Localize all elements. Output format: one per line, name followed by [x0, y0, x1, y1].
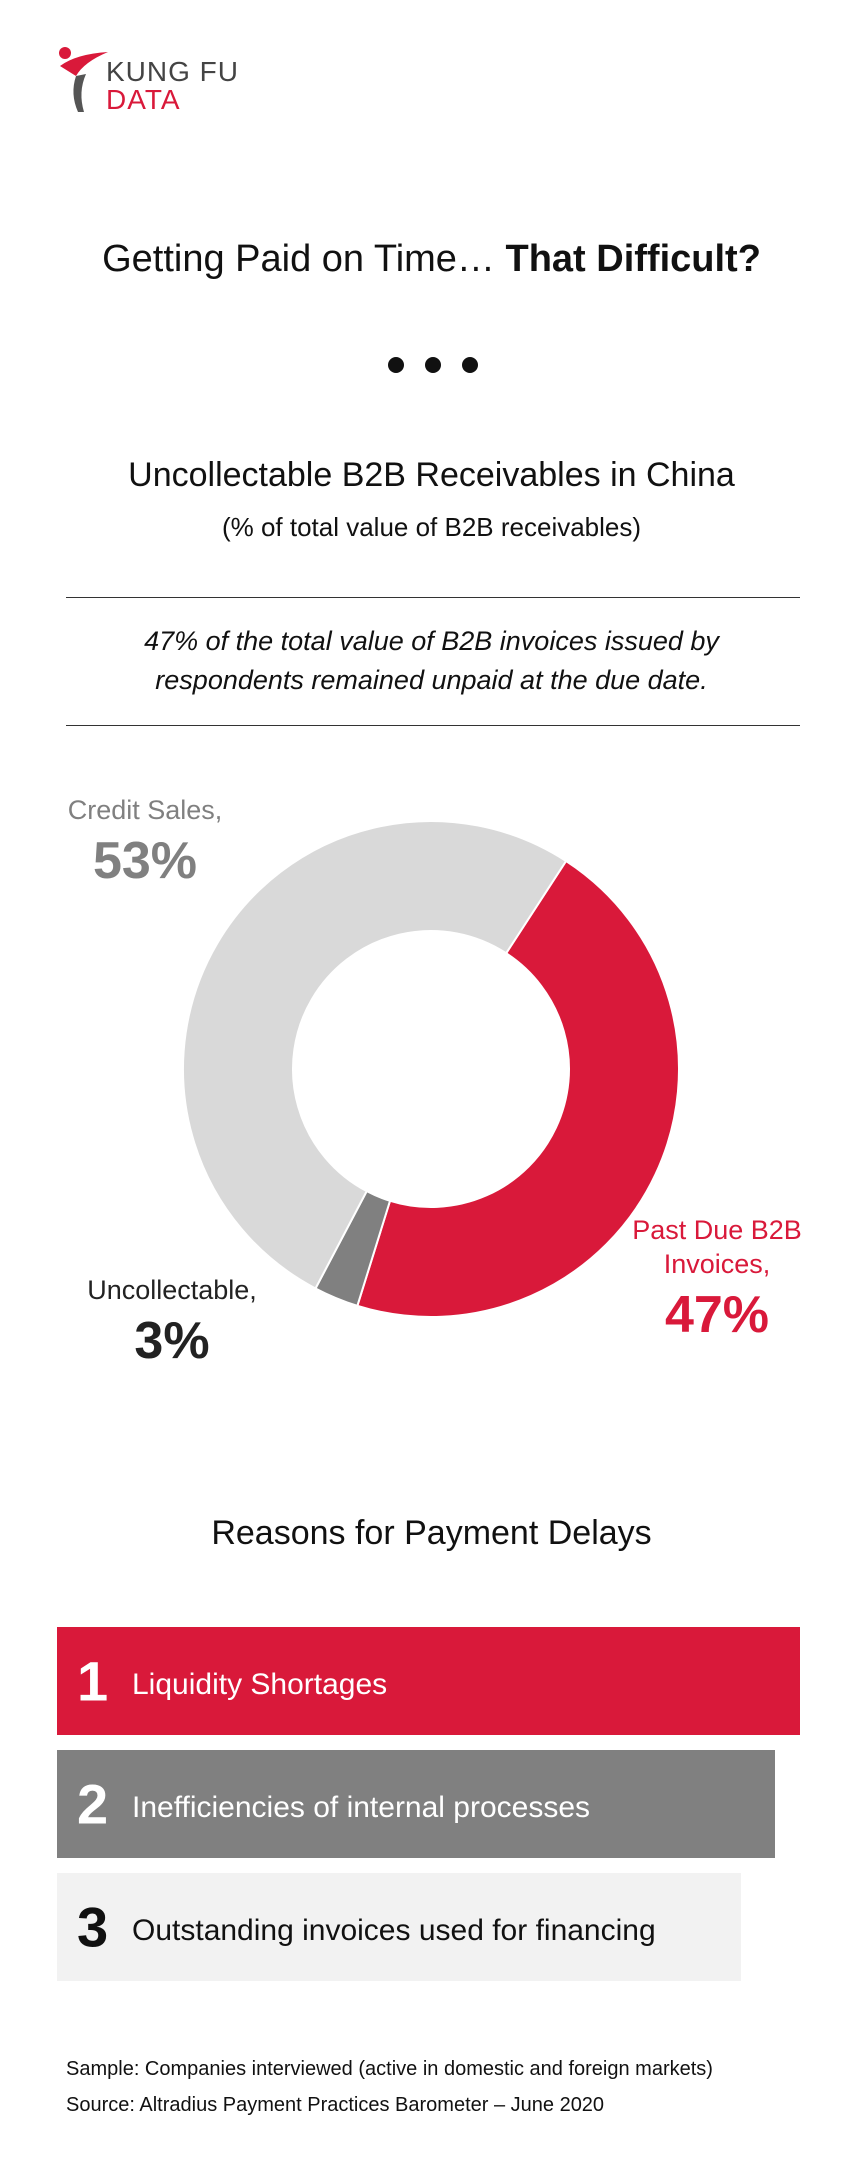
annotation: 47% of the total value of B2B invoices i… [144, 626, 719, 695]
footnote-sample: Sample: Companies interviewed (active in… [66, 2058, 713, 2080]
reason-text: Liquidity Shortages [132, 1668, 388, 1702]
slice-label: Credit Sales, 53% [45, 794, 245, 895]
divider [66, 597, 800, 598]
slice-value: 47% [664, 1285, 770, 1344]
main-title: Getting Paid on Time… That Difficult? [0, 238, 863, 281]
reason-text: Outstanding invoices used for financing [132, 1914, 656, 1948]
slice-name: Credit Sales, [67, 795, 223, 825]
donut-slice [182, 819, 568, 1290]
reason-rank: 3 [77, 1895, 109, 1959]
reasons-title: Reasons for Payment Delays [211, 1514, 652, 1552]
reason-rank: 1 [77, 1649, 109, 1713]
slice-name: Uncollectable, [87, 1275, 257, 1305]
reason-text: Inefficiencies of internal processes [132, 1791, 591, 1825]
dots [388, 357, 478, 373]
slice-label: Uncollectable, 3% [62, 1274, 282, 1375]
divider [66, 725, 800, 726]
reason-bar: 2 Inefficiencies of internal processes [57, 1750, 775, 1858]
logo-icon [59, 47, 108, 112]
donut-slice [356, 859, 680, 1318]
chart-subtitle: (% of total value of B2B receivables) [221, 512, 642, 542]
footnote-source: Source: Altradius Payment Practices Baro… [66, 2094, 605, 2116]
reason-bar: 3 Outstanding invoices used for financing [57, 1873, 741, 1981]
logo-bottom: DATA [106, 84, 181, 115]
title-bold: That Difficult? [505, 238, 761, 280]
slice-name: Past Due B2B Invoices, [632, 1215, 802, 1279]
slice-label: Past Due B2B Invoices, 47% [617, 1214, 817, 1349]
logo-top: KUNG FU [106, 56, 239, 87]
reason-bar: 1 Liquidity Shortages [57, 1627, 800, 1735]
slice-value: 3% [134, 1311, 210, 1370]
donut-chart [182, 819, 680, 1318]
title-regular: Getting Paid on Time… [102, 238, 495, 280]
reason-rank: 2 [77, 1772, 109, 1836]
slice-value: 53% [92, 831, 198, 890]
chart-title: Uncollectable B2B Receivables in China [128, 456, 735, 494]
